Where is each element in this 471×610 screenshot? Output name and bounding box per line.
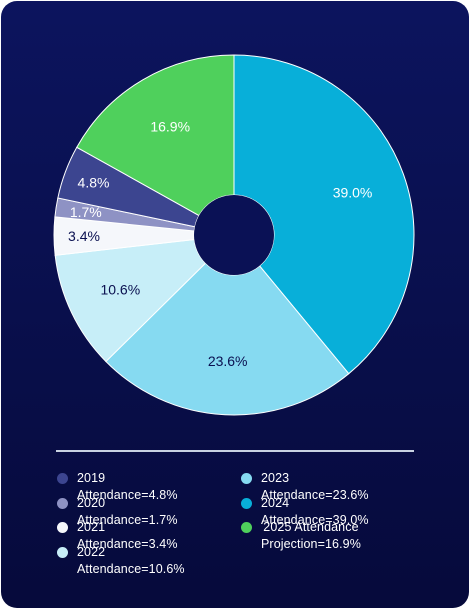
slice-data-label: 3.4%	[68, 228, 100, 244]
legend-swatch	[57, 522, 68, 533]
legend-item: 2022 Attendance=10.6%	[57, 544, 185, 578]
legend-swatch	[241, 498, 252, 509]
legend-swatch	[241, 473, 252, 484]
legend-label: 2024 Attendance=39.0%	[261, 496, 369, 527]
legend-label: 2020 Attendance=1.7%	[77, 496, 178, 527]
donut-hole	[194, 195, 274, 275]
legend-swatch	[57, 498, 68, 509]
legend-divider	[56, 450, 414, 452]
legend-item: 2025 Attendance Projection=16.9%	[241, 519, 361, 553]
pie-slice	[105, 262, 350, 416]
legend-item: 2024 Attendance=39.0%	[241, 495, 369, 529]
slice-data-label: 10.6%	[100, 281, 140, 297]
legend-label: 2023 Attendance=23.6%	[261, 471, 369, 502]
legend-item: 2023 Attendance=23.6%	[241, 470, 369, 504]
legend-swatch	[57, 473, 68, 484]
slice-data-label: 16.9%	[150, 118, 190, 134]
legend-label: 2025 Attendance Projection=16.9%	[261, 520, 361, 551]
legend-label: 2022 Attendance=10.6%	[77, 545, 185, 576]
legend-swatch	[57, 547, 68, 558]
slice-data-label: 39.0%	[333, 184, 373, 200]
legend-item: 2020 Attendance=1.7%	[57, 495, 178, 529]
legend-item: 2019 Attendance=4.8%	[57, 470, 178, 504]
slice-data-label: 1.7%	[70, 204, 102, 220]
legend-item: 2021 Attendance=3.4%	[57, 519, 178, 553]
legend-label: 2019 Attendance=4.8%	[77, 471, 178, 502]
legend-swatch	[241, 522, 252, 533]
slice-data-label: 23.6%	[208, 353, 248, 369]
slice-data-label: 4.8%	[78, 174, 110, 190]
legend-label: 2021 Attendance=3.4%	[77, 520, 178, 551]
